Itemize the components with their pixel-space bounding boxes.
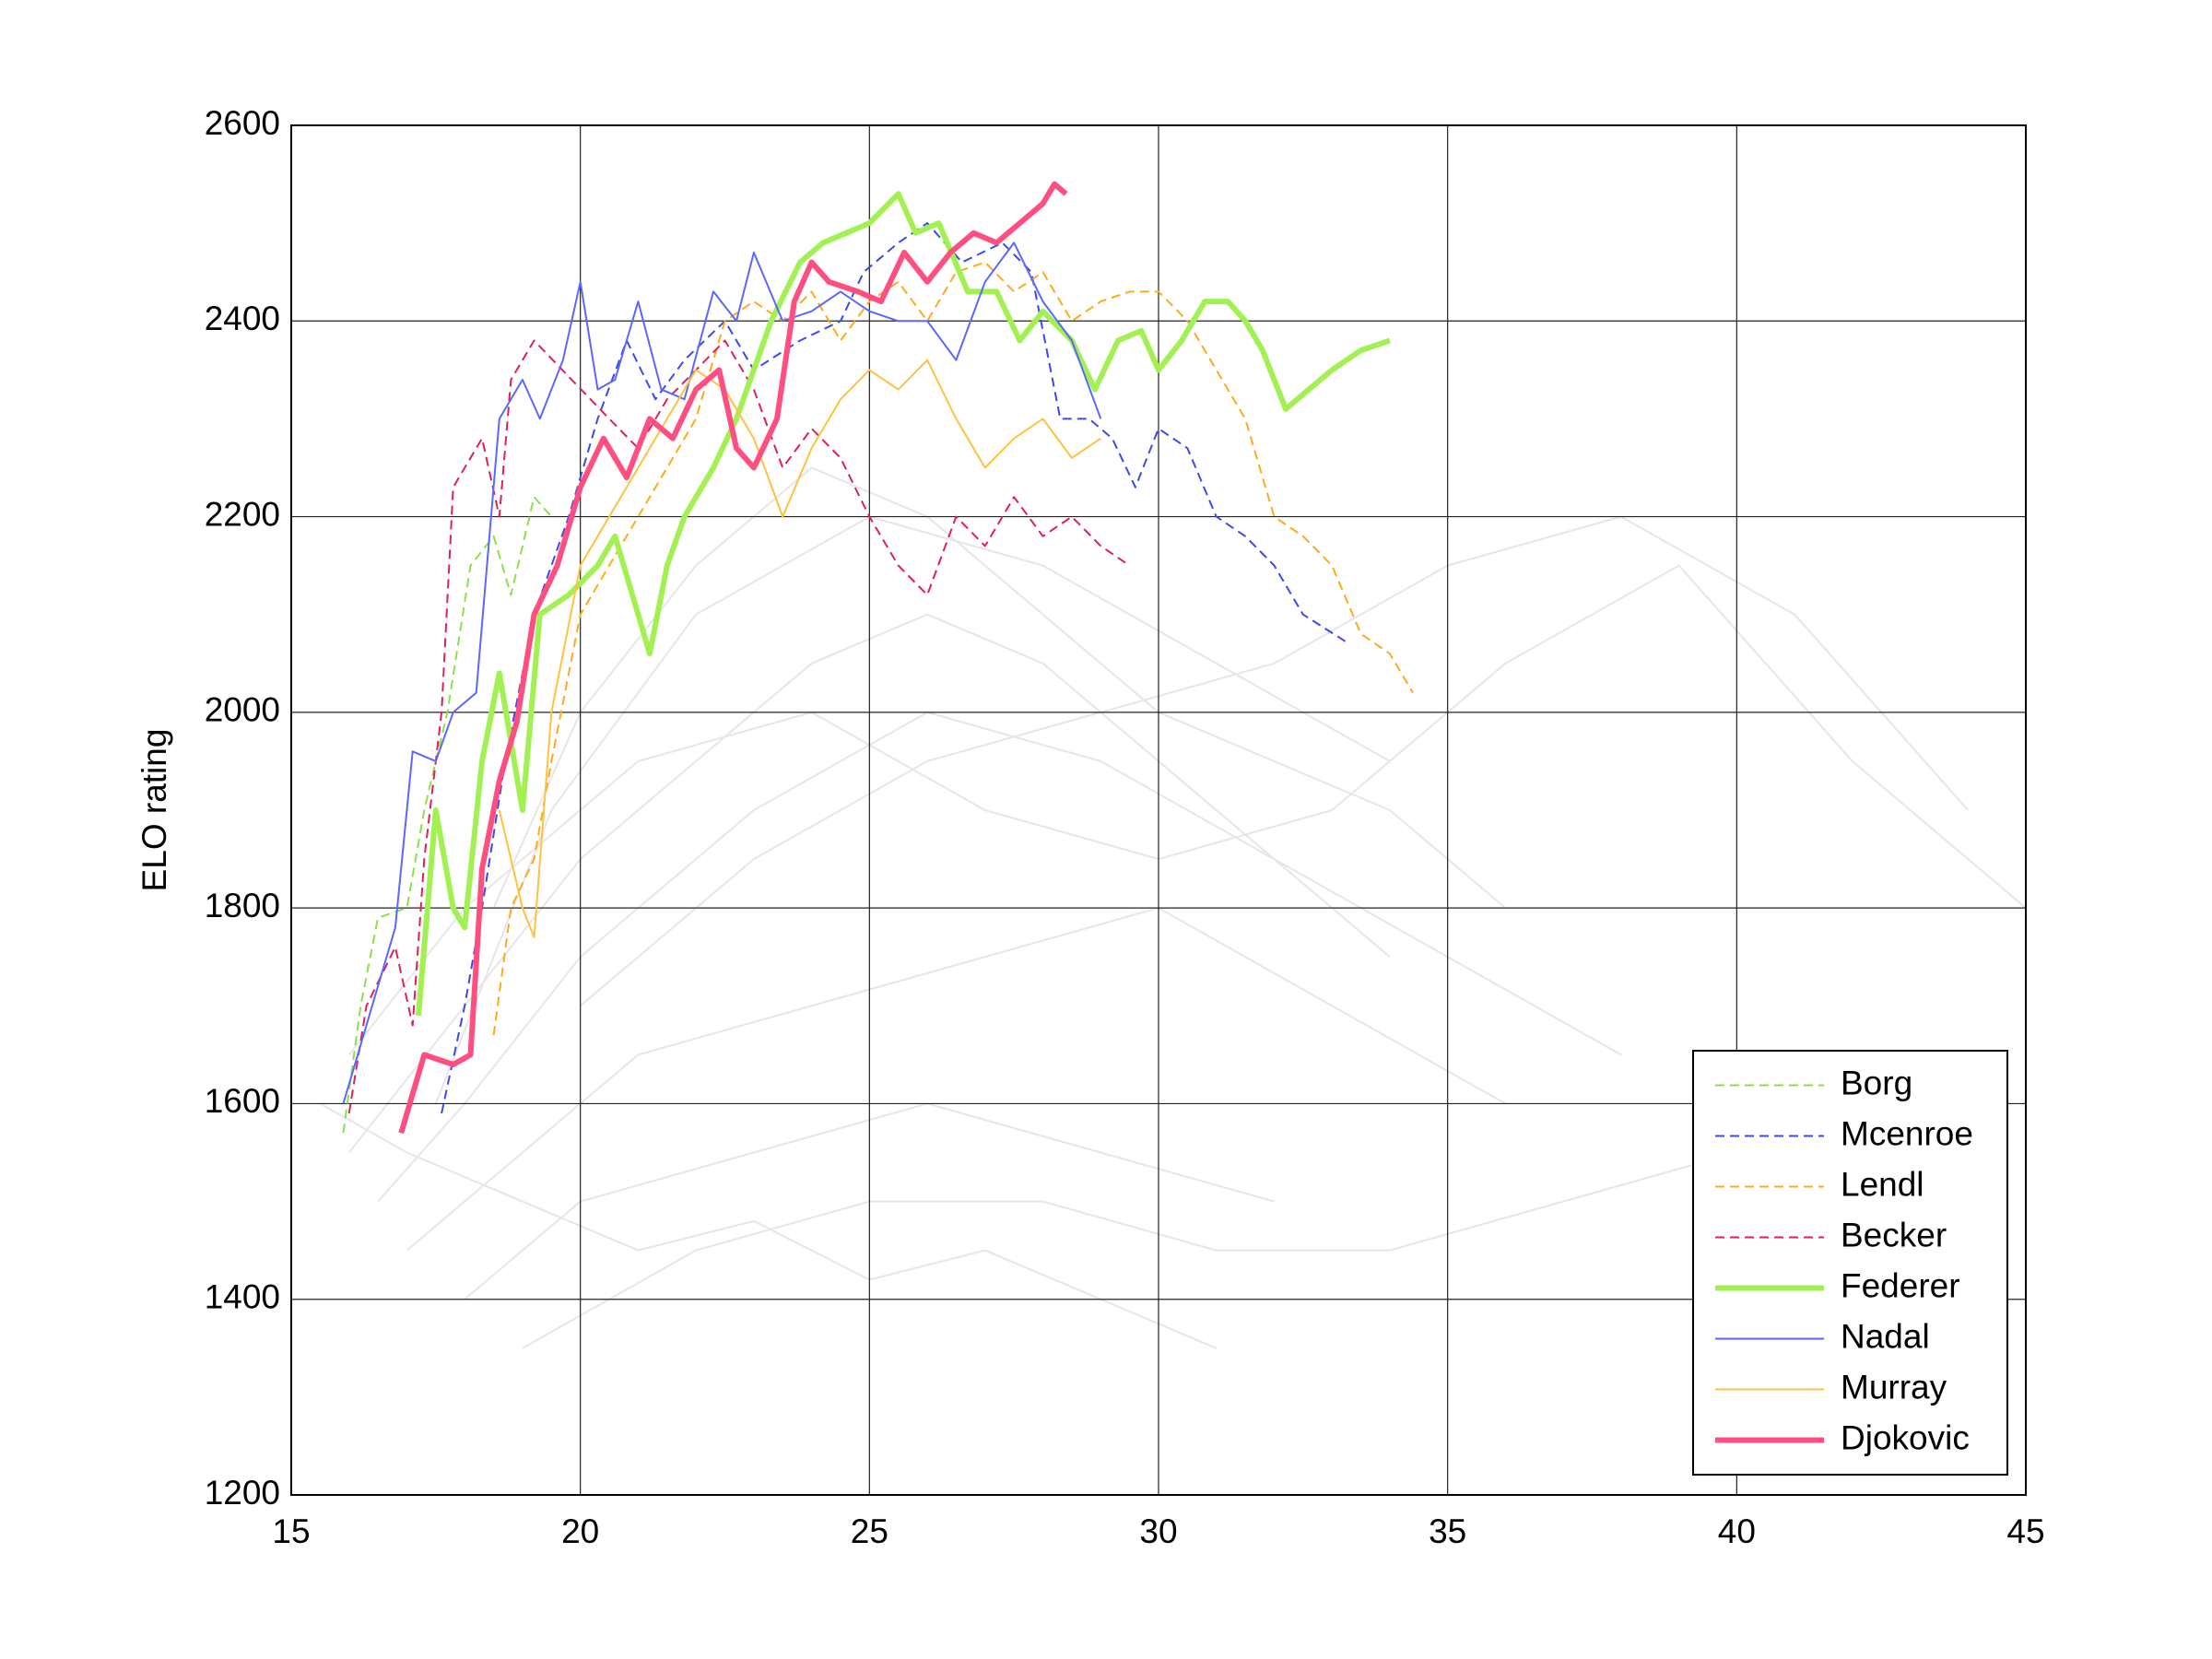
x-tick-label: 45	[2006, 1512, 2044, 1550]
series-line	[492, 261, 1414, 1036]
series-line	[416, 191, 1391, 1017]
y-tick-label: 2600	[205, 104, 280, 142]
series-line	[498, 359, 1101, 938]
series-line	[342, 241, 1102, 1104]
background-line	[319, 1102, 1218, 1349]
x-tick-label: 40	[1718, 1512, 1756, 1550]
legend-label: Becker	[1841, 1216, 1947, 1253]
legend-label: Borg	[1841, 1064, 1912, 1101]
legend-label: Mcenroe	[1841, 1114, 1973, 1152]
series-line	[398, 181, 1068, 1135]
x-tick-label: 20	[561, 1512, 599, 1550]
x-tick-label: 15	[272, 1512, 310, 1550]
x-tick-label: 25	[851, 1512, 888, 1550]
y-tick-label: 1800	[205, 887, 280, 924]
y-tick-label: 1600	[205, 1082, 280, 1120]
y-tick-label: 2200	[205, 495, 280, 533]
y-tick-label: 2000	[205, 691, 280, 729]
legend-label: Nadal	[1841, 1317, 1930, 1355]
background-line	[522, 1053, 1911, 1349]
plot-frame	[290, 124, 2027, 1496]
y-axis-label: ELO rating	[135, 729, 173, 892]
y-tick-label: 1200	[205, 1474, 280, 1512]
y-tick-label: 1400	[205, 1277, 280, 1315]
series-line	[342, 496, 553, 1134]
legend-box	[1692, 1050, 2008, 1476]
legend-label: Lendl	[1841, 1165, 1924, 1203]
x-tick-label: 35	[1429, 1512, 1466, 1550]
y-tick-label: 2400	[205, 300, 280, 337]
legend-label: Federer	[1841, 1266, 1960, 1304]
legend: Borg Mcenroe Lendl Becker Federer Nadal Murray…	[1692, 1050, 2008, 1476]
legend-label: Murray	[1841, 1368, 1947, 1406]
legend-label: Djokovic	[1841, 1418, 1970, 1456]
series-line	[441, 222, 1350, 1114]
x-tick-label: 30	[1139, 1512, 1177, 1550]
background-line	[492, 466, 1507, 909]
background-line	[406, 907, 1506, 1252]
